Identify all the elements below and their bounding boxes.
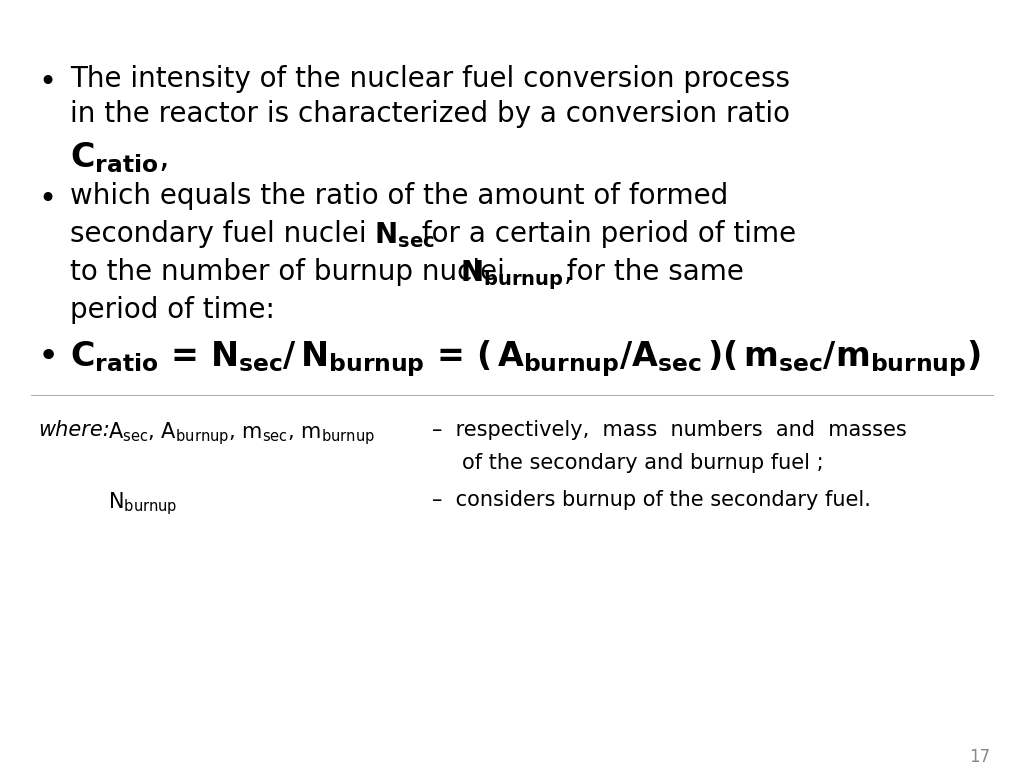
Text: –  respectively,  mass  numbers  and  masses: – respectively, mass numbers and masses <box>432 420 906 440</box>
Text: $\mathbf{C}_{\mathbf{ratio}},$: $\mathbf{C}_{\mathbf{ratio}},$ <box>70 140 168 174</box>
Text: for the same: for the same <box>558 258 743 286</box>
Text: 17: 17 <box>969 748 990 766</box>
Text: $\mathbf{C}_{\mathbf{ratio}}$$\mathbf{\,=\,N}_{\mathbf{sec}}$$\mathbf{/\,N}_{\ma: $\mathbf{C}_{\mathbf{ratio}}$$\mathbf{\,… <box>70 338 980 379</box>
Text: for a certain period of time: for a certain period of time <box>413 220 796 248</box>
Text: •: • <box>38 68 56 97</box>
Text: •: • <box>38 185 56 214</box>
Text: period of time:: period of time: <box>70 296 274 324</box>
Text: to the number of burnup nuclei: to the number of burnup nuclei <box>70 258 514 286</box>
Text: N$_{\rm burnup}$: N$_{\rm burnup}$ <box>108 490 177 517</box>
Text: $\mathbf{N}_{\mathbf{burnup}}$,: $\mathbf{N}_{\mathbf{burnup}}$, <box>460 258 571 292</box>
Text: $\mathbf{N}_{\mathbf{sec}}$: $\mathbf{N}_{\mathbf{sec}}$ <box>374 220 434 250</box>
Text: The intensity of the nuclear fuel conversion process: The intensity of the nuclear fuel conver… <box>70 65 790 93</box>
Text: which equals the ratio of the amount of formed: which equals the ratio of the amount of … <box>70 182 728 210</box>
Text: in the reactor is characterized by a conversion ratio: in the reactor is characterized by a con… <box>70 100 790 128</box>
Text: –  considers burnup of the secondary fuel.: – considers burnup of the secondary fuel… <box>432 490 870 510</box>
Text: of the secondary and burnup fuel ;: of the secondary and burnup fuel ; <box>462 453 823 473</box>
Text: secondary fuel nuclei: secondary fuel nuclei <box>70 220 376 248</box>
Text: A$_{\rm sec}$, A$_{\rm burnup}$, m$_{\rm sec}$, m$_{\rm burnup}$: A$_{\rm sec}$, A$_{\rm burnup}$, m$_{\rm… <box>108 420 375 447</box>
Text: •: • <box>38 340 59 374</box>
Text: where:: where: <box>38 420 110 440</box>
